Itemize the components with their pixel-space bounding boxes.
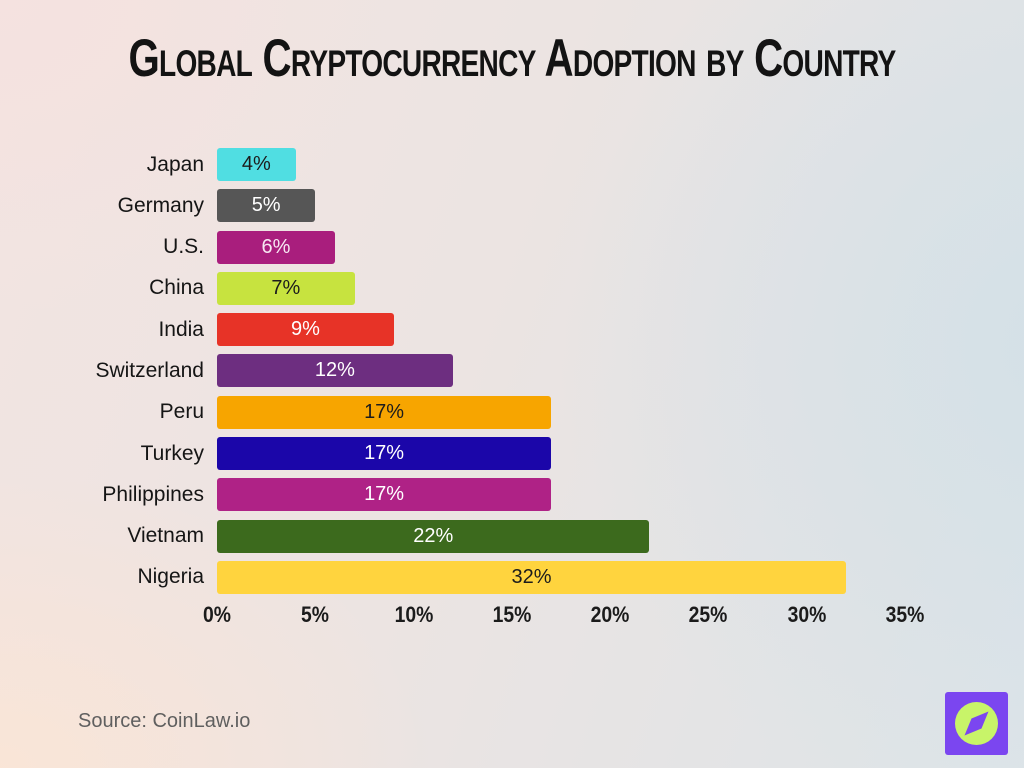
bar-track: 6%	[217, 230, 905, 264]
chart-row: Nigeria 32%	[0, 560, 1024, 594]
value-bar: 32%	[217, 560, 847, 594]
x-axis-tick-label: 15%	[492, 602, 532, 627]
x-axis-tick-label: 20%	[590, 602, 630, 627]
country-label: U.S.	[163, 235, 204, 259]
chart-row: Philippines 17%	[0, 478, 1024, 512]
value-bar: 5%	[217, 189, 316, 223]
value-bar: 9%	[217, 313, 394, 347]
bar-track: 17%	[217, 478, 905, 512]
value-label: 5%	[251, 194, 281, 217]
x-axis-tick-label: 30%	[787, 602, 827, 627]
value-label: 7%	[271, 276, 301, 299]
bar-track: 4%	[217, 148, 905, 181]
country-label: Switzerland	[95, 358, 204, 382]
x-axis-tick-label: 10%	[394, 602, 433, 627]
bar-chart: Japan 4% Germany 5% U.S. 6% China 7%	[0, 148, 1024, 594]
x-axis-tick-label: 0%	[203, 602, 231, 627]
chart-row: Germany 5%	[0, 189, 1024, 223]
country-label: Philippines	[102, 482, 204, 506]
value-bar: 22%	[217, 519, 650, 553]
chart-title: Global Cryptocurrency Adoption by Countr…	[128, 29, 896, 88]
chart-row: Switzerland 12%	[0, 354, 1024, 388]
value-label: 6%	[261, 235, 291, 258]
value-label: 17%	[364, 400, 405, 423]
country-label: Vietnam	[127, 524, 204, 548]
compass-needle	[964, 711, 989, 736]
value-label: 22%	[413, 524, 454, 547]
coinlaw-logo	[945, 692, 1008, 755]
value-bar: 17%	[217, 437, 552, 471]
chart-row: India 9%	[0, 313, 1024, 347]
value-bar: 7%	[217, 271, 355, 305]
bar-track: 17%	[217, 437, 905, 471]
chart-row: Vietnam 22%	[0, 519, 1024, 553]
value-bar: 12%	[217, 354, 453, 388]
country-label: India	[158, 317, 204, 341]
value-label: 17%	[364, 442, 405, 465]
value-label: 32%	[511, 565, 552, 588]
value-label: 17%	[364, 483, 405, 506]
source-caption: Source: CoinLaw.io	[78, 710, 251, 732]
value-label: 9%	[291, 318, 320, 341]
bar-track: 17%	[217, 395, 905, 429]
value-bar: 4%	[217, 148, 296, 181]
x-axis-tick-label: 35%	[885, 602, 925, 627]
chart-row: Japan 4%	[0, 148, 1024, 181]
x-axis-tick-label: 25%	[689, 602, 728, 627]
chart-row: U.S. 6%	[0, 230, 1024, 264]
value-bar: 17%	[217, 395, 552, 429]
country-label: Germany	[117, 193, 204, 217]
chart-row: Turkey 17%	[0, 437, 1024, 471]
country-label: China	[149, 276, 204, 300]
value-bar: 17%	[217, 478, 552, 512]
value-label: 12%	[314, 359, 355, 382]
country-label: Nigeria	[137, 565, 204, 589]
country-label: Turkey	[140, 441, 204, 465]
compass-icon	[945, 692, 1008, 755]
chart-row: China 7%	[0, 271, 1024, 305]
bar-track: 9%	[217, 313, 905, 347]
country-label: Japan	[146, 152, 204, 176]
value-label: 4%	[241, 153, 271, 175]
bar-track: 22%	[217, 519, 905, 553]
bar-track: 12%	[217, 354, 905, 388]
bar-track: 7%	[217, 271, 905, 305]
value-bar: 6%	[217, 230, 335, 264]
bar-track: 5%	[217, 189, 905, 223]
x-axis-tick-label: 5%	[301, 602, 330, 627]
country-label: Peru	[159, 400, 204, 424]
bar-track: 32%	[217, 560, 905, 594]
x-axis: 0% 5% 10% 15% 20% 25% 30% 35%	[203, 602, 924, 632]
chart-row: Peru 17%	[0, 395, 1024, 429]
